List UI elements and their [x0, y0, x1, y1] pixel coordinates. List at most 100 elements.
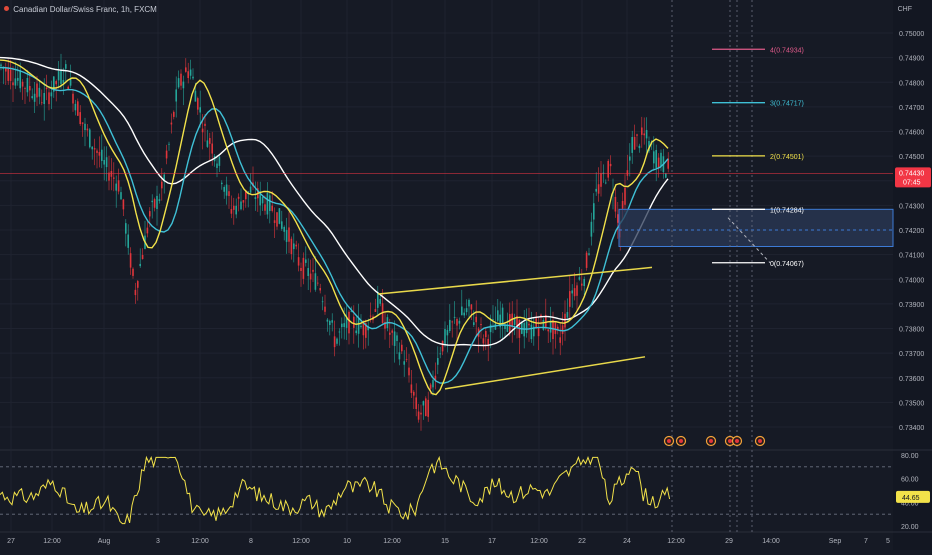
fib-level-label: 1(0.74284)	[770, 207, 804, 214]
candle-body	[338, 331, 341, 333]
candle-body	[249, 186, 252, 193]
candle-body	[581, 283, 583, 286]
candle-body	[403, 361, 405, 365]
candle-body	[499, 314, 501, 328]
candle-body	[36, 83, 38, 98]
candle-body	[105, 157, 108, 168]
candle-body	[113, 177, 115, 179]
candle-body	[648, 141, 650, 152]
candle-body	[362, 322, 365, 336]
candle-body	[120, 192, 122, 200]
candle-body	[161, 181, 163, 189]
candle-body	[653, 151, 655, 164]
time-axis-label: Sep	[829, 538, 842, 545]
candle-body	[273, 220, 276, 223]
candle-body	[69, 79, 72, 86]
candle-body	[410, 384, 413, 393]
candle-body	[199, 107, 201, 113]
status-dot-icon	[4, 6, 9, 11]
candle-body	[329, 320, 331, 325]
candle-body	[278, 208, 281, 224]
candle-body	[41, 102, 43, 104]
candle-body	[617, 214, 619, 223]
candle-body	[631, 136, 633, 153]
candle-body	[134, 289, 137, 296]
candle-body	[458, 320, 461, 324]
candle-body	[621, 200, 624, 209]
candle-body	[446, 329, 449, 336]
fib-level-label: 3(0.74717)	[770, 101, 804, 108]
candle-body	[453, 316, 456, 318]
candle-body	[456, 318, 458, 326]
candle-body	[331, 320, 333, 323]
fib-level-label: 2(0.74501)	[770, 154, 804, 161]
candle-body	[209, 138, 211, 144]
time-axis-label: 24	[623, 538, 631, 545]
candle-body	[108, 172, 110, 181]
candle-body	[408, 367, 410, 376]
candle-body	[389, 332, 391, 335]
candle-body	[401, 344, 403, 352]
symbol-title-text: Canadian Dollar/Swiss Franc, 1h, FXCM	[13, 5, 157, 14]
price-tick-label: 0.73700	[899, 351, 924, 358]
candle-body	[211, 143, 213, 154]
candle-body	[297, 257, 300, 266]
candle-body	[50, 92, 53, 97]
candle-body	[12, 82, 14, 86]
candle-body	[163, 174, 165, 182]
candle-body	[525, 321, 528, 334]
candle-body	[266, 192, 269, 215]
candle-body	[350, 311, 353, 312]
candle-body	[9, 69, 12, 81]
rsi-value-label: 44.65	[902, 495, 920, 502]
time-axis-label: 22	[578, 538, 586, 545]
candle-body	[312, 269, 314, 272]
time-axis-label: 12:00	[530, 538, 548, 545]
candle-body	[511, 313, 513, 328]
candle-body	[65, 64, 67, 69]
candle-body	[489, 324, 492, 333]
candle-body	[309, 273, 312, 280]
candle-body	[501, 307, 504, 325]
candle-body	[465, 308, 468, 313]
candle-body	[641, 127, 643, 135]
candle-body	[396, 335, 398, 341]
candle-body	[607, 160, 609, 178]
candle-body	[218, 156, 221, 166]
candle-body	[72, 93, 74, 104]
event-marker-icon	[731, 435, 743, 447]
candle-body	[62, 79, 65, 83]
candle-body	[96, 150, 98, 153]
candle-body	[638, 145, 641, 149]
event-marker-icon	[754, 435, 766, 447]
time-axis-label: 12:00	[667, 538, 685, 545]
candle-body	[422, 401, 425, 406]
candle-body	[468, 299, 470, 307]
candle-body	[451, 321, 453, 323]
candle-body	[245, 190, 247, 200]
candle-body	[425, 398, 427, 417]
candle-body	[285, 230, 288, 242]
candle-body	[86, 128, 89, 131]
candle-body	[533, 326, 535, 337]
candle-body	[156, 195, 158, 209]
fib-level-label: 4(0.74934)	[770, 47, 804, 54]
candle-body	[590, 221, 593, 237]
candle-body	[509, 314, 511, 333]
candle-body	[110, 171, 113, 177]
price-tick-label: 0.73400	[899, 425, 924, 432]
candle-body	[132, 268, 134, 276]
candle-body	[365, 323, 367, 338]
candle-body	[137, 281, 139, 288]
candle-body	[221, 182, 223, 185]
candle-body	[559, 337, 561, 343]
candles-group	[0, 53, 669, 431]
price-tick-label: 0.74200	[899, 228, 924, 235]
candle-body	[513, 318, 516, 325]
candle-body	[470, 304, 473, 310]
time-axis-label: 12:00	[43, 538, 61, 545]
candle-body	[57, 71, 60, 81]
time-axis-label: 10	[343, 538, 351, 545]
